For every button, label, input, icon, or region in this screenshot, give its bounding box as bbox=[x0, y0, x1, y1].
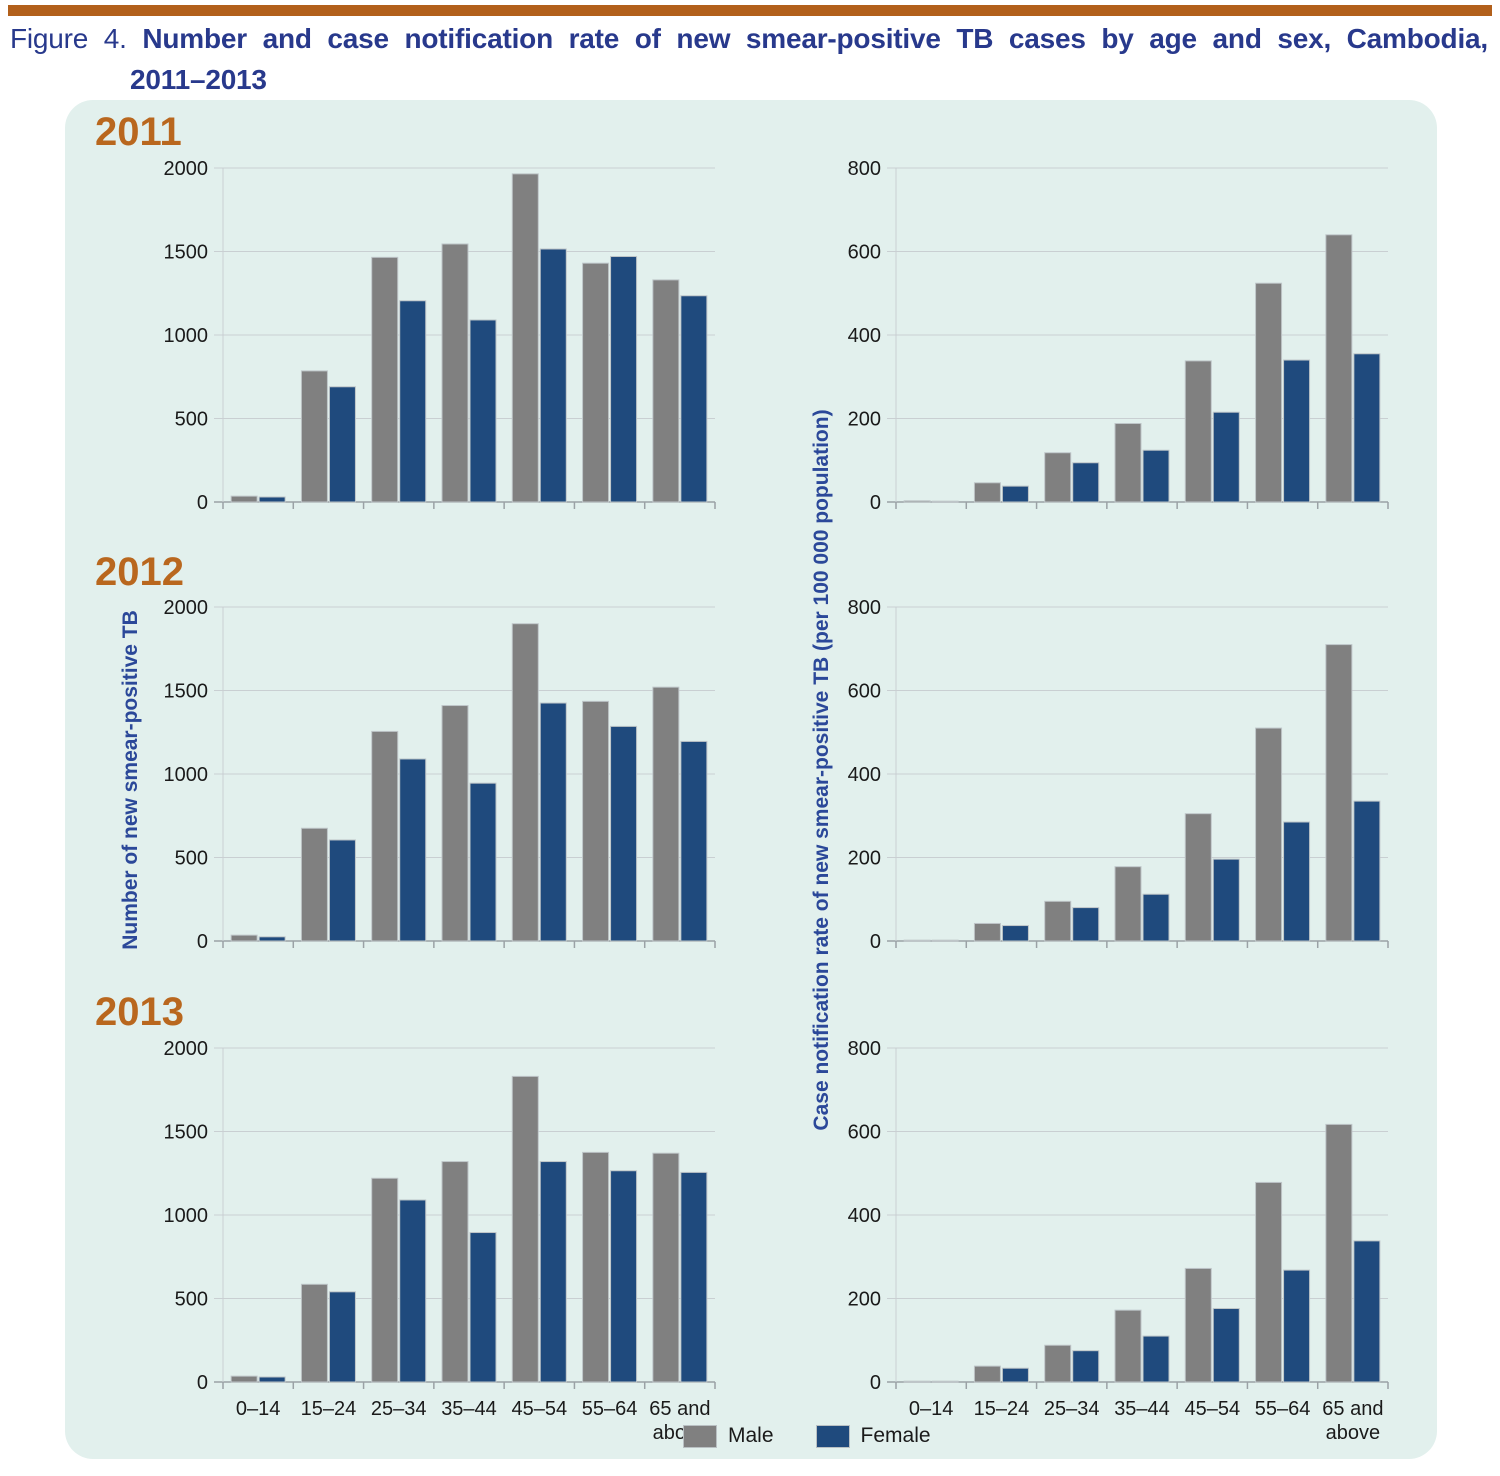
svg-text:35–44: 35–44 bbox=[441, 1398, 497, 1420]
chart-2012-number: 0 500 1000 1500 2000 bbox=[164, 597, 716, 953]
svg-text:2000: 2000 bbox=[164, 1038, 209, 1060]
svg-text:500: 500 bbox=[175, 1289, 208, 1311]
figure-number-label: Figure 4. bbox=[10, 23, 127, 54]
year-heading-2012: 2012 bbox=[95, 550, 184, 594]
svg-text:200: 200 bbox=[848, 1289, 881, 1311]
legend: Male Female bbox=[683, 1424, 973, 1448]
chart-2013-rate: 0 200 400 600 800 0–14 15–24 25–34 35–44 45–54 55–… bbox=[848, 1038, 1389, 1444]
svg-text:1000: 1000 bbox=[164, 764, 209, 786]
svg-text:200: 200 bbox=[848, 409, 881, 431]
svg-text:1000: 1000 bbox=[164, 325, 209, 347]
svg-text:0: 0 bbox=[870, 1372, 881, 1394]
svg-text:800: 800 bbox=[848, 1038, 881, 1060]
chart-2012-rate: 0 200 400 600 800 bbox=[848, 597, 1389, 953]
svg-text:400: 400 bbox=[848, 764, 881, 786]
svg-text:1500: 1500 bbox=[164, 1122, 209, 1144]
legend-male-label: Male bbox=[728, 1424, 774, 1447]
svg-text:0: 0 bbox=[197, 1372, 208, 1394]
svg-text:55–64: 55–64 bbox=[1255, 1398, 1311, 1420]
svg-text:500: 500 bbox=[175, 848, 208, 870]
svg-text:1500: 1500 bbox=[164, 242, 209, 264]
svg-text:0: 0 bbox=[197, 492, 208, 514]
svg-text:15–24: 15–24 bbox=[301, 1398, 357, 1420]
svg-text:55–64: 55–64 bbox=[582, 1398, 638, 1420]
svg-text:400: 400 bbox=[848, 1205, 881, 1227]
svg-text:25–34: 25–34 bbox=[1044, 1398, 1100, 1420]
figure-title-text: Number and case notification rate of new… bbox=[142, 23, 1488, 54]
svg-text:500: 500 bbox=[175, 409, 208, 431]
svg-text:600: 600 bbox=[848, 1122, 881, 1144]
svg-text:2000: 2000 bbox=[164, 597, 209, 619]
svg-text:800: 800 bbox=[848, 597, 881, 619]
figure-panel bbox=[65, 100, 1437, 1459]
year-heading-2011: 2011 bbox=[95, 110, 182, 154]
y-axis-label-number: Number of new smear-positive TB bbox=[119, 610, 142, 950]
chart-2013-number: 0 500 1000 1500 2000 0–14 15–24 25–34 35–44 45–54… bbox=[164, 1038, 716, 1444]
svg-text:1000: 1000 bbox=[164, 1205, 209, 1227]
svg-text:2000: 2000 bbox=[164, 158, 209, 180]
figure-title: Figure 4. Number and case notification r… bbox=[10, 22, 1488, 56]
svg-text:65 and: 65 and bbox=[1322, 1398, 1383, 1420]
svg-text:0–14: 0–14 bbox=[236, 1398, 281, 1420]
svg-text:45–54: 45–54 bbox=[1184, 1398, 1240, 1420]
svg-text:1500: 1500 bbox=[164, 681, 209, 703]
svg-text:200: 200 bbox=[848, 848, 881, 870]
year-heading-2013: 2013 bbox=[95, 990, 184, 1034]
svg-text:600: 600 bbox=[848, 242, 881, 264]
svg-text:above: above bbox=[1326, 1422, 1381, 1444]
chart-2011-number: 0 500 1000 1500 2000 bbox=[164, 158, 716, 514]
svg-text:0: 0 bbox=[870, 931, 881, 953]
svg-text:800: 800 bbox=[848, 158, 881, 180]
svg-text:0–14: 0–14 bbox=[909, 1398, 954, 1420]
svg-text:400: 400 bbox=[848, 325, 881, 347]
legend-female-swatch bbox=[815, 1424, 850, 1448]
svg-text:25–34: 25–34 bbox=[371, 1398, 427, 1420]
svg-text:600: 600 bbox=[848, 681, 881, 703]
svg-text:0: 0 bbox=[870, 492, 881, 514]
svg-text:15–24: 15–24 bbox=[974, 1398, 1030, 1420]
svg-text:45–54: 45–54 bbox=[511, 1398, 567, 1420]
svg-text:35–44: 35–44 bbox=[1114, 1398, 1170, 1420]
svg-text:0: 0 bbox=[197, 931, 208, 953]
svg-text:65 and: 65 and bbox=[649, 1398, 710, 1420]
chart-2011-rate: 0 200 400 600 800 bbox=[848, 158, 1389, 514]
top-accent-rule bbox=[8, 5, 1492, 16]
legend-female-label: Female bbox=[860, 1424, 931, 1447]
figure-title-years: 2011–2013 bbox=[130, 64, 267, 95]
legend-male-swatch bbox=[683, 1424, 717, 1448]
